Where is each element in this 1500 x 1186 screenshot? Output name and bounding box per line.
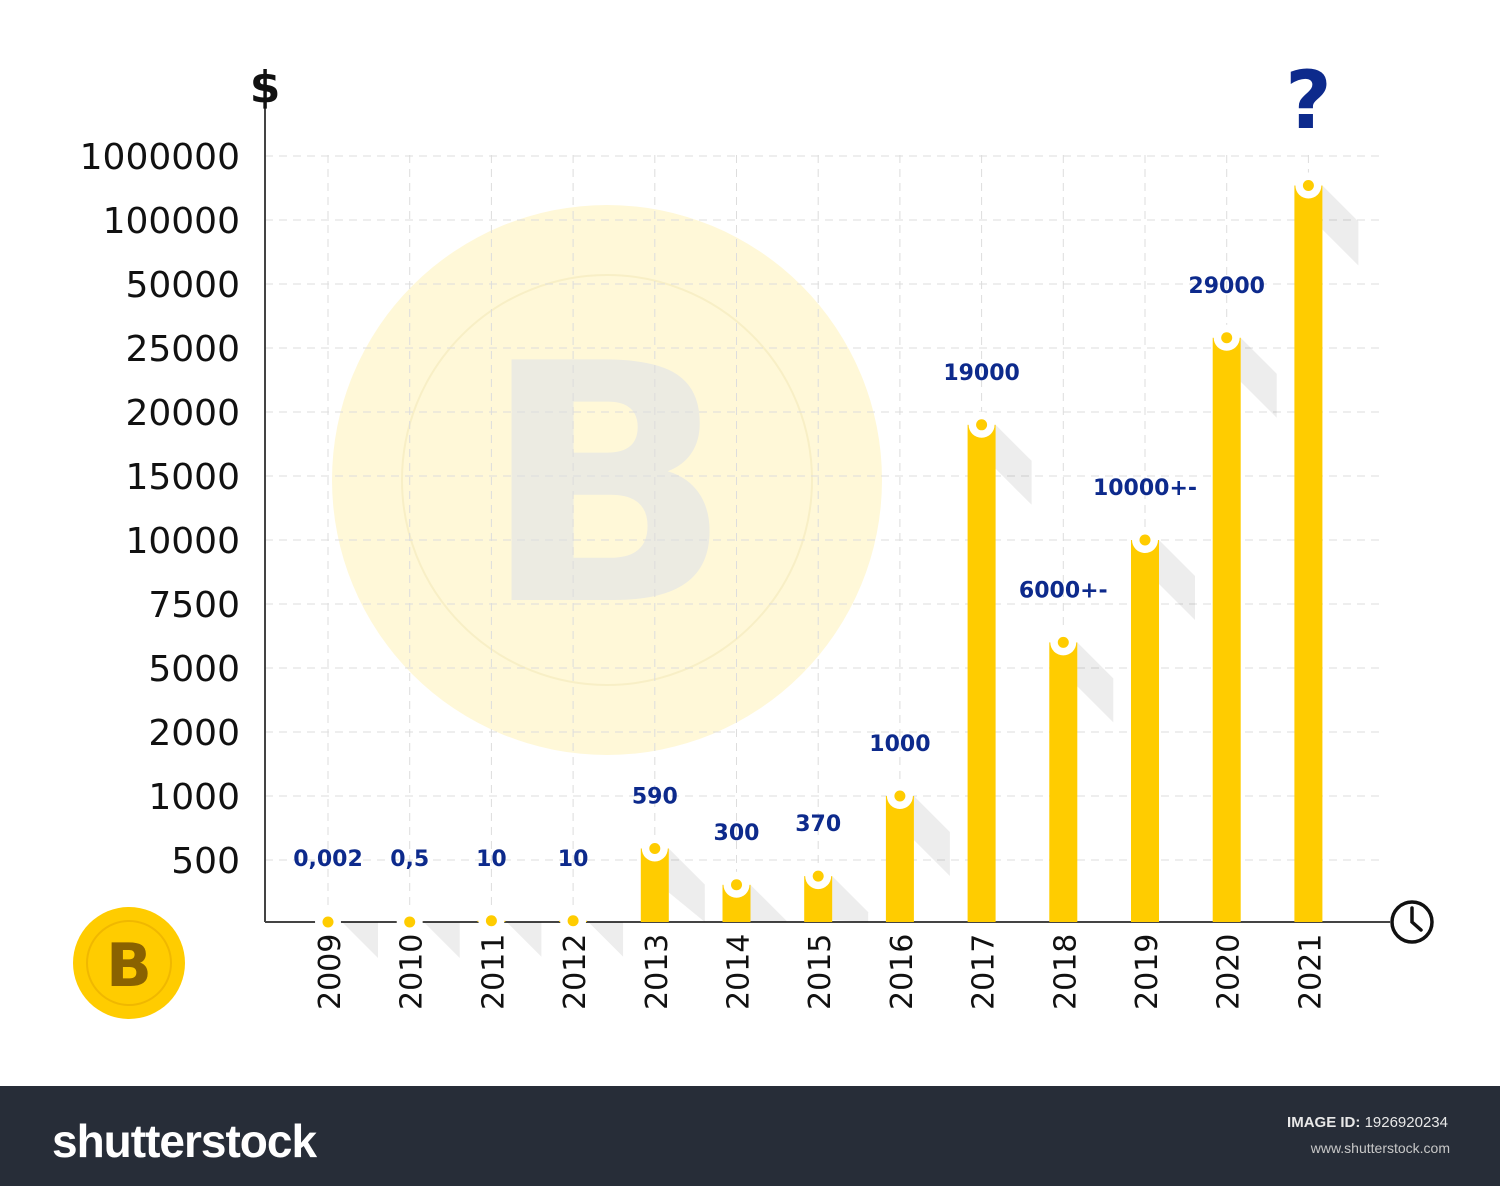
bar-shadow <box>505 920 542 957</box>
bar-marker-dot <box>485 915 497 927</box>
bar-marker-dot <box>812 870 824 882</box>
data-label: 10 <box>476 847 507 872</box>
svg-text:B: B <box>106 931 152 1001</box>
image-id: IMAGE ID: 1926920234 <box>1287 1114 1448 1131</box>
x-tick-label: 2014 <box>722 934 757 1010</box>
bar-marker-dot <box>649 842 661 854</box>
x-tick-label: 2013 <box>640 934 675 1010</box>
bar-shadow <box>832 876 869 922</box>
bar-marker-dot <box>1139 534 1151 546</box>
bar-2020 <box>1212 337 1241 922</box>
y-axis-label: $ <box>250 62 281 113</box>
y-tick-label: 100000 <box>103 201 240 242</box>
bitcoin-symbol-icon: B <box>481 294 733 678</box>
site-url: www.shutterstock.com <box>1310 1140 1450 1156</box>
y-tick-label: 2000 <box>148 713 240 754</box>
x-tick-label: 2011 <box>476 934 511 1010</box>
bar-marker-dot <box>1302 180 1314 192</box>
x-tick-label: 2012 <box>558 934 593 1010</box>
y-tick-label: 7500 <box>148 585 240 626</box>
x-tick-label: 2009 <box>313 934 348 1010</box>
y-tick-label: 25000 <box>125 329 240 370</box>
data-label: 10 <box>558 847 589 872</box>
data-label: 19000 <box>943 361 1020 386</box>
data-label: 10000+- <box>1093 476 1197 501</box>
data-label: 0,5 <box>390 847 429 872</box>
data-label: 370 <box>795 812 841 837</box>
bar-shadow <box>995 424 1032 505</box>
bar-shadow <box>1077 642 1114 723</box>
y-tick-label: 1000000 <box>80 137 240 178</box>
x-tick-label: 2021 <box>1293 934 1328 1010</box>
bar-marker-dot <box>404 916 416 928</box>
bar-marker-dot <box>567 915 579 927</box>
x-tick-label: 2015 <box>803 934 838 1010</box>
bar-shadow <box>587 920 624 957</box>
bar-shadow <box>1159 540 1195 620</box>
bar-shadow <box>913 796 950 876</box>
bar-2018 <box>1049 642 1078 922</box>
data-label: 29000 <box>1188 274 1265 299</box>
bar-2021 <box>1294 185 1323 922</box>
image-id-value: 1926920234 <box>1364 1114 1448 1131</box>
x-tick-label: 2019 <box>1130 934 1165 1010</box>
data-label: 300 <box>714 821 760 846</box>
y-tick-label: 50000 <box>125 265 240 306</box>
bar-marker-dot <box>731 879 742 891</box>
bitcoin-badge-icon: B <box>73 907 185 1019</box>
data-label: ? <box>1285 54 1331 147</box>
y-tick-label: 15000 <box>125 457 240 498</box>
data-label: 590 <box>632 784 678 809</box>
data-label: 0,002 <box>293 847 363 872</box>
bar-marker-dot <box>1221 332 1233 344</box>
x-tick-label: 2018 <box>1048 934 1083 1010</box>
bar-2019 <box>1131 540 1159 922</box>
bar-shadow <box>750 884 787 922</box>
bar-marker-dot <box>1057 636 1069 648</box>
y-tick-label: 1000 <box>148 777 240 818</box>
x-tick-label: 2020 <box>1212 934 1247 1010</box>
y-tick-label: 10000 <box>125 521 240 562</box>
x-tick-label: 2016 <box>885 934 920 1010</box>
bar-shadow <box>1322 185 1359 266</box>
bar-marker-dot <box>322 916 334 928</box>
footer: shutterstock IMAGE ID: 1926920234 www.sh… <box>0 1086 1500 1186</box>
bar-shadow <box>342 921 378 958</box>
y-tick-label: 500 <box>171 841 240 882</box>
bar-shadow <box>668 848 705 922</box>
chart: B 500 1000 2000 5000 7500 10000 15000 20000 2500… <box>73 54 1434 1019</box>
clock-icon <box>1390 900 1434 944</box>
bitcoin-coin-background <box>332 205 882 755</box>
data-label: 1000 <box>869 732 930 757</box>
y-tick-label: 20000 <box>125 393 240 434</box>
y-tick-label: 5000 <box>148 649 240 690</box>
data-label: 6000+- <box>1019 578 1108 603</box>
shutterstock-logo: shutterstock <box>52 1115 317 1167</box>
bar-2016 <box>885 796 914 922</box>
bar-shadow <box>1240 337 1277 418</box>
bar-marker-dot <box>976 419 988 431</box>
image-id-label: IMAGE ID: <box>1287 1114 1361 1131</box>
x-tick-label: 2017 <box>967 934 1002 1010</box>
bar-marker-dot <box>894 790 906 802</box>
bar-2017 <box>967 424 996 922</box>
bar-shadow <box>423 921 460 958</box>
x-tick-label: 2010 <box>395 934 430 1010</box>
